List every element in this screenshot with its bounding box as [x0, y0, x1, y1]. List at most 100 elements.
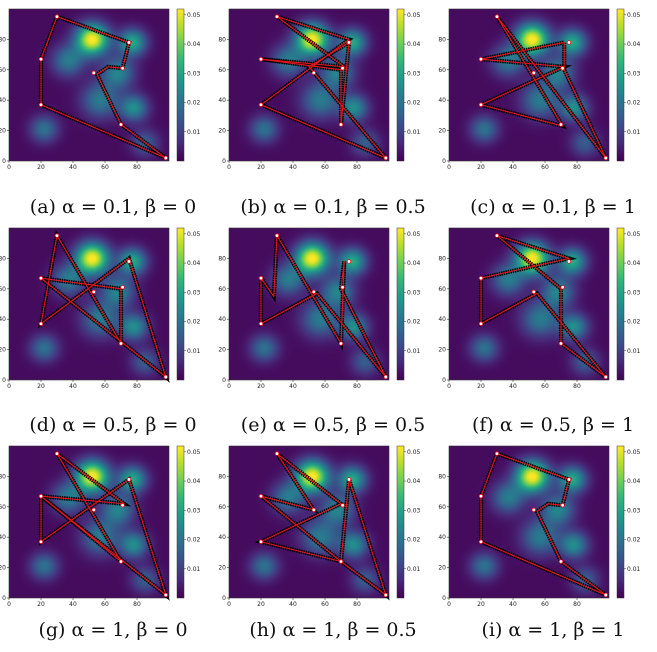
- x-tick-label: 0: [7, 601, 11, 608]
- colorbar-tick-label: 0.03: [407, 507, 421, 514]
- city-point: [338, 122, 344, 127]
- y-tick-label: 80: [438, 255, 446, 262]
- colorbar-frame: [616, 445, 625, 599]
- density-heatmap: [9, 9, 169, 161]
- city-point: [258, 56, 264, 62]
- colorbar-tick-label: 0.05: [187, 12, 201, 19]
- city-point: [558, 341, 564, 346]
- colorbar-frame: [176, 227, 185, 381]
- subplot-b: 0 20 40 60 80 0 20 40 60 80 0.01 0.02 0.03 0.04 0.05 (b…: [218, 8, 426, 218]
- city-point: [38, 321, 44, 326]
- city-point: [54, 14, 60, 19]
- colorbar-tick-label: 0.05: [187, 449, 201, 456]
- city-point: [163, 155, 168, 161]
- y-tick-label: 40: [218, 316, 226, 323]
- density-heatmap: [229, 228, 389, 380]
- y-tick-label: 20: [218, 347, 226, 354]
- subplot-caption: (b) α = 0.1, β = 0.5: [240, 196, 425, 218]
- city-point: [558, 122, 564, 127]
- x-tick-label: 80: [353, 164, 361, 171]
- city-point: [560, 285, 565, 290]
- city-point: [346, 477, 352, 482]
- y-tick-label: 0: [222, 377, 226, 384]
- city-point: [91, 289, 96, 295]
- plot-frame: [8, 8, 170, 162]
- subplot-caption: (g) α = 1, β = 0: [38, 619, 187, 641]
- y-tick-label: 20: [438, 128, 446, 135]
- x-tick-label: 40: [69, 601, 77, 608]
- colorbar-tick-label: 0.02: [187, 319, 201, 326]
- y-tick-label: 0: [442, 158, 446, 165]
- y-tick-label: 40: [218, 97, 226, 104]
- density-heatmap: [229, 9, 389, 161]
- colorbar-frame: [176, 445, 185, 599]
- colorbar-tick-label: 0.04: [627, 41, 641, 48]
- x-tick-label: 20: [257, 383, 265, 390]
- colorbar: [397, 9, 404, 161]
- colorbar: [397, 446, 404, 598]
- y-tick-label: 40: [438, 97, 446, 104]
- x-tick-label: 80: [353, 601, 361, 608]
- subplot-caption: (f) α = 0.5, β = 1: [472, 414, 634, 436]
- city-point: [258, 275, 264, 281]
- city-point: [38, 493, 44, 499]
- city-point: [558, 559, 564, 564]
- y-tick-label: 60: [438, 286, 446, 293]
- density-heatmap: [229, 446, 389, 598]
- colorbar-tick-label: 0.02: [627, 537, 641, 544]
- colorbar-tick-label: 0.02: [407, 537, 421, 544]
- plot-frame: [228, 445, 390, 599]
- x-tick-label: 0: [7, 383, 11, 390]
- city-point: [91, 507, 96, 513]
- city-point: [560, 66, 565, 71]
- colorbar: [617, 228, 624, 380]
- city-point: [120, 66, 125, 71]
- plot-frame: [228, 227, 390, 381]
- y-tick-label: 40: [0, 97, 6, 104]
- city-point: [338, 341, 344, 346]
- city-point: [494, 14, 500, 19]
- city-point: [566, 259, 572, 264]
- y-tick-label: 80: [438, 473, 446, 480]
- y-tick-label: 60: [0, 504, 6, 511]
- route-path: [260, 453, 387, 596]
- colorbar-frame: [396, 8, 405, 162]
- colorbar-tick-label: 0.03: [187, 289, 201, 296]
- city-point: [163, 592, 168, 598]
- y-tick-label: 0: [2, 377, 6, 384]
- x-tick-label: 20: [37, 601, 45, 608]
- city-point: [118, 341, 124, 346]
- city-point: [311, 507, 316, 513]
- colorbar: [397, 228, 404, 380]
- x-tick-label: 80: [573, 164, 581, 171]
- city-point: [340, 66, 345, 71]
- subplot-caption: (a) α = 0.1, β = 0: [30, 196, 196, 218]
- colorbar-frame: [396, 227, 405, 381]
- city-point: [478, 493, 484, 499]
- colorbar-tick-label: 0.05: [627, 12, 641, 19]
- subplot-h: 0 20 40 60 80 0 20 40 60 80 0.01 0.02 0.03 0.04 0.05 (h…: [218, 445, 421, 641]
- x-tick-label: 0: [447, 383, 451, 390]
- colorbar-tick-label: 0.02: [407, 319, 421, 326]
- route-path: [40, 235, 167, 378]
- colorbar-tick-label: 0.04: [407, 260, 421, 267]
- x-tick-label: 0: [227, 383, 231, 390]
- plot-frame: [448, 227, 610, 381]
- x-tick-label: 60: [101, 383, 109, 390]
- x-tick-label: 20: [477, 164, 485, 171]
- city-point: [274, 451, 280, 456]
- x-tick-label: 60: [541, 164, 549, 171]
- city-point: [38, 102, 44, 107]
- city-point: [38, 56, 44, 62]
- x-tick-label: 60: [321, 383, 329, 390]
- city-point: [120, 285, 125, 290]
- y-tick-label: 40: [438, 316, 446, 323]
- colorbar-tick-label: 0.05: [627, 449, 641, 456]
- x-tick-label: 20: [37, 383, 45, 390]
- city-point: [478, 321, 484, 326]
- city-point: [603, 155, 608, 161]
- y-tick-label: 80: [0, 255, 6, 262]
- x-tick-label: 80: [353, 383, 361, 390]
- y-tick-label: 80: [218, 255, 226, 262]
- y-tick-label: 80: [0, 473, 6, 480]
